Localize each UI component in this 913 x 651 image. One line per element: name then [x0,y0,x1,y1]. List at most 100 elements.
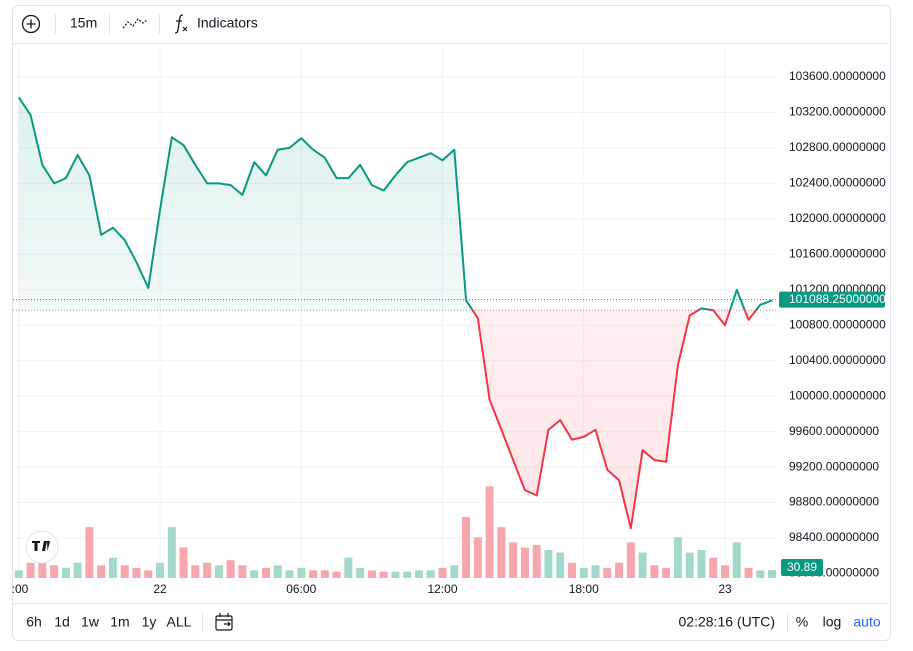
volume-bar [73,562,82,578]
y-tick-label: 98800.00000000 [789,495,879,509]
y-tick-label: 102800.00000000 [789,140,886,154]
y-tick-label: 100800.00000000 [789,317,886,331]
last-price-label: 101088.25000000 [789,292,886,306]
volume-bar [697,550,706,578]
volume-bar [203,562,212,578]
indicators-button[interactable]: Indicators [197,15,258,31]
volume-bar [156,562,165,578]
volume-bar [732,542,741,578]
volume-bar [626,542,635,578]
volume-bar [485,486,494,578]
y-tick-label: 102400.00000000 [789,176,886,190]
volume-bar [344,557,353,578]
indicators-icon[interactable] [174,14,188,34]
range-button[interactable]: 1d [54,614,70,630]
card [12,5,891,641]
tv-logo[interactable] [25,530,59,564]
x-tick-label: :00 [12,582,29,596]
volume-bar [356,567,365,578]
range-button[interactable]: 1y [142,614,157,630]
volume-bar [532,544,541,578]
y-tick-label: 100400.00000000 [789,353,886,367]
volume-bar [167,527,176,578]
footer: 6h 1d 1w 1m 1y ALL% log auto [26,614,881,630]
add-button[interactable] [21,14,41,34]
volume-bar [721,565,729,578]
x-tick-label: 23 [718,582,732,596]
volume-bar [556,552,565,578]
volume-bar [309,570,318,578]
y-tick-label: 99200.00000000 [789,459,879,473]
volume-bar [426,570,435,578]
volume-bar [179,547,188,578]
volume-bar [391,571,400,578]
volume-bar [744,567,753,578]
volume-bar [26,562,35,578]
volume-bar [709,557,718,578]
last-price-box [779,291,885,308]
volume-bar [85,527,94,578]
volume-bar [144,570,153,578]
volume-bar [768,570,777,578]
volume-bar [332,571,341,578]
chart-type-button[interactable] [122,18,148,29]
range-button[interactable]: 1m [110,614,129,630]
range-button[interactable]: 1w [81,614,100,630]
volume-bar [297,567,306,578]
interval-button[interactable]: 15m [70,15,97,31]
volume-bar [214,565,223,578]
volume-bar [603,567,612,578]
y-tick-label: 99600.00000000 [789,424,879,438]
volume-value-label: 30.89 [787,560,817,574]
volume-bar [367,570,376,578]
volume-bar [273,565,282,578]
y-tick-label: 100000.00000000 [789,388,886,402]
volume-bar [261,567,270,578]
volume-bar [662,567,671,578]
volume-bar [191,565,200,578]
volume-bar [438,567,447,578]
volume-bar [285,570,294,578]
range-button[interactable]: ALL [167,614,192,630]
x-tick-label: 06:00 [286,582,316,596]
volume-bar [462,516,471,578]
volume-bar [132,567,141,578]
volume-bar [579,567,588,578]
y-tick-label: 101600.00000000 [789,246,886,260]
volume-bar [320,570,329,578]
plot [13,44,778,578]
volume-bar [50,565,59,578]
volume-bar [685,552,694,578]
scale-button[interactable]: % [796,614,808,630]
volume-bar [403,571,412,578]
volume-bar [14,570,23,578]
volume-bar [450,565,459,578]
volume-bar [97,565,106,578]
area-fill [18,97,773,529]
range-button[interactable]: 6h [26,614,42,630]
date-range-button[interactable] [215,613,233,631]
volume-bar [414,570,423,578]
volume-bar [615,562,624,578]
volume-bar [650,565,659,578]
volume-bar [238,565,247,578]
price-line [17,96,773,530]
volume-bar [638,552,647,578]
scale-button[interactable]: log [823,614,842,630]
y-tick-label: 102000.00000000 [789,211,886,225]
x-tick-label: 22 [153,582,167,596]
clock: 02:28:16 (UTC) [679,614,775,630]
scale-button[interactable]: auto [853,614,880,630]
volume-bar [756,570,765,578]
volume-bar [497,527,506,578]
volume-bar [520,547,529,578]
x-tick-label: 18:00 [569,582,599,596]
volume-bar [108,557,117,578]
volume-bar [591,565,600,578]
axes: 98000.0000000098400.0000000098800.000000… [12,69,886,596]
volume-value-box [781,559,823,576]
y-tick-label: 103200.00000000 [789,105,886,119]
y-tick-label: 103600.00000000 [789,69,886,83]
volume-bar [673,537,682,578]
